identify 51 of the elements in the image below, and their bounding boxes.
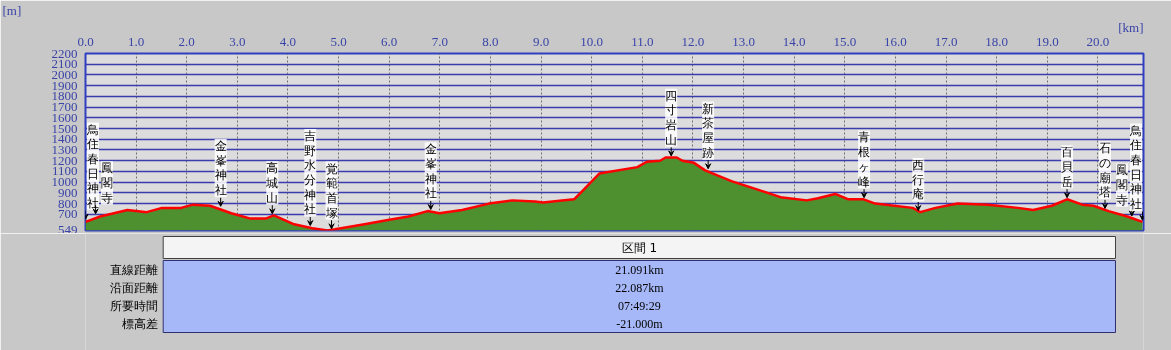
x-tick-label: 13.0 bbox=[732, 33, 755, 49]
annotation: 金峯神社 bbox=[214, 139, 227, 198]
x-tick-label: 10.0 bbox=[580, 33, 604, 49]
x-tick-label: 2.0 bbox=[178, 33, 195, 49]
x-tick-label: 0.0 bbox=[77, 33, 94, 49]
x-tick-label: 16.0 bbox=[884, 33, 907, 49]
x-tick-label: 17.0 bbox=[934, 33, 958, 49]
x-tick-label: 4.0 bbox=[279, 33, 297, 49]
x-tick-label: 6.0 bbox=[381, 33, 398, 49]
x-tick-label: 20.0 bbox=[1086, 33, 1110, 49]
text: 区間 1 bbox=[621, 240, 658, 255]
text: 07:49:29 bbox=[618, 298, 661, 313]
y-tick-label: 2200 bbox=[51, 45, 78, 61]
annotation: 吉野水分神社 bbox=[304, 128, 317, 217]
text: 所要時間 bbox=[109, 298, 158, 313]
annotation: 鳥住春日神社 bbox=[1129, 123, 1142, 212]
text: 沿面距離 bbox=[109, 280, 158, 295]
annotation: 覚範首塚 bbox=[324, 161, 338, 220]
x-tick-label: 3.0 bbox=[229, 33, 246, 49]
text: 21.091km bbox=[615, 262, 665, 277]
x-tick-label: 5.0 bbox=[330, 33, 347, 49]
x-tick-label: 1.0 bbox=[128, 33, 145, 49]
text: 22.087km bbox=[615, 280, 665, 295]
x-tick-label: 18.0 bbox=[985, 33, 1009, 49]
x-tick-label: 14.0 bbox=[782, 33, 806, 49]
text: 直線距離 bbox=[109, 262, 158, 277]
annotation: 金峯神社 bbox=[424, 142, 437, 201]
y-tick-label: 1000 bbox=[51, 174, 78, 190]
annotation: 青根ヶ峰 bbox=[858, 130, 871, 189]
x-axis-title: [km] bbox=[1118, 19, 1144, 35]
x-tick-label: 8.0 bbox=[482, 33, 499, 49]
text: 標高差 bbox=[121, 316, 158, 331]
x-tick-label: 9.0 bbox=[532, 33, 550, 49]
text: -21.000m bbox=[616, 316, 664, 331]
annotation: 石の廟塔 bbox=[1098, 141, 1112, 200]
x-tick-label: 7.0 bbox=[431, 33, 448, 49]
y-tick-label: 1700 bbox=[51, 99, 78, 115]
x-tick-label: 12.0 bbox=[681, 33, 705, 49]
annotation: 百貝岳 bbox=[1061, 145, 1074, 189]
annotation: 高城山 bbox=[265, 161, 279, 205]
annotation: 鳳閣寺 bbox=[1116, 163, 1128, 207]
annotation: 西行庵 bbox=[912, 158, 925, 202]
annotation: 四寸岩山 bbox=[665, 88, 678, 147]
x-tick-label: 15.0 bbox=[833, 33, 857, 49]
y-axis-title: [m] bbox=[2, 2, 22, 18]
x-tick-label: 11.0 bbox=[631, 33, 654, 49]
annotation: 鳥住春日神社 bbox=[86, 122, 99, 211]
annotation: 鳳閣寺 bbox=[101, 161, 113, 205]
x-tick-label: 19.0 bbox=[1035, 33, 1059, 49]
annotation: 新茶屋跡 bbox=[702, 101, 715, 160]
y-tick-label: 549 bbox=[58, 221, 78, 237]
